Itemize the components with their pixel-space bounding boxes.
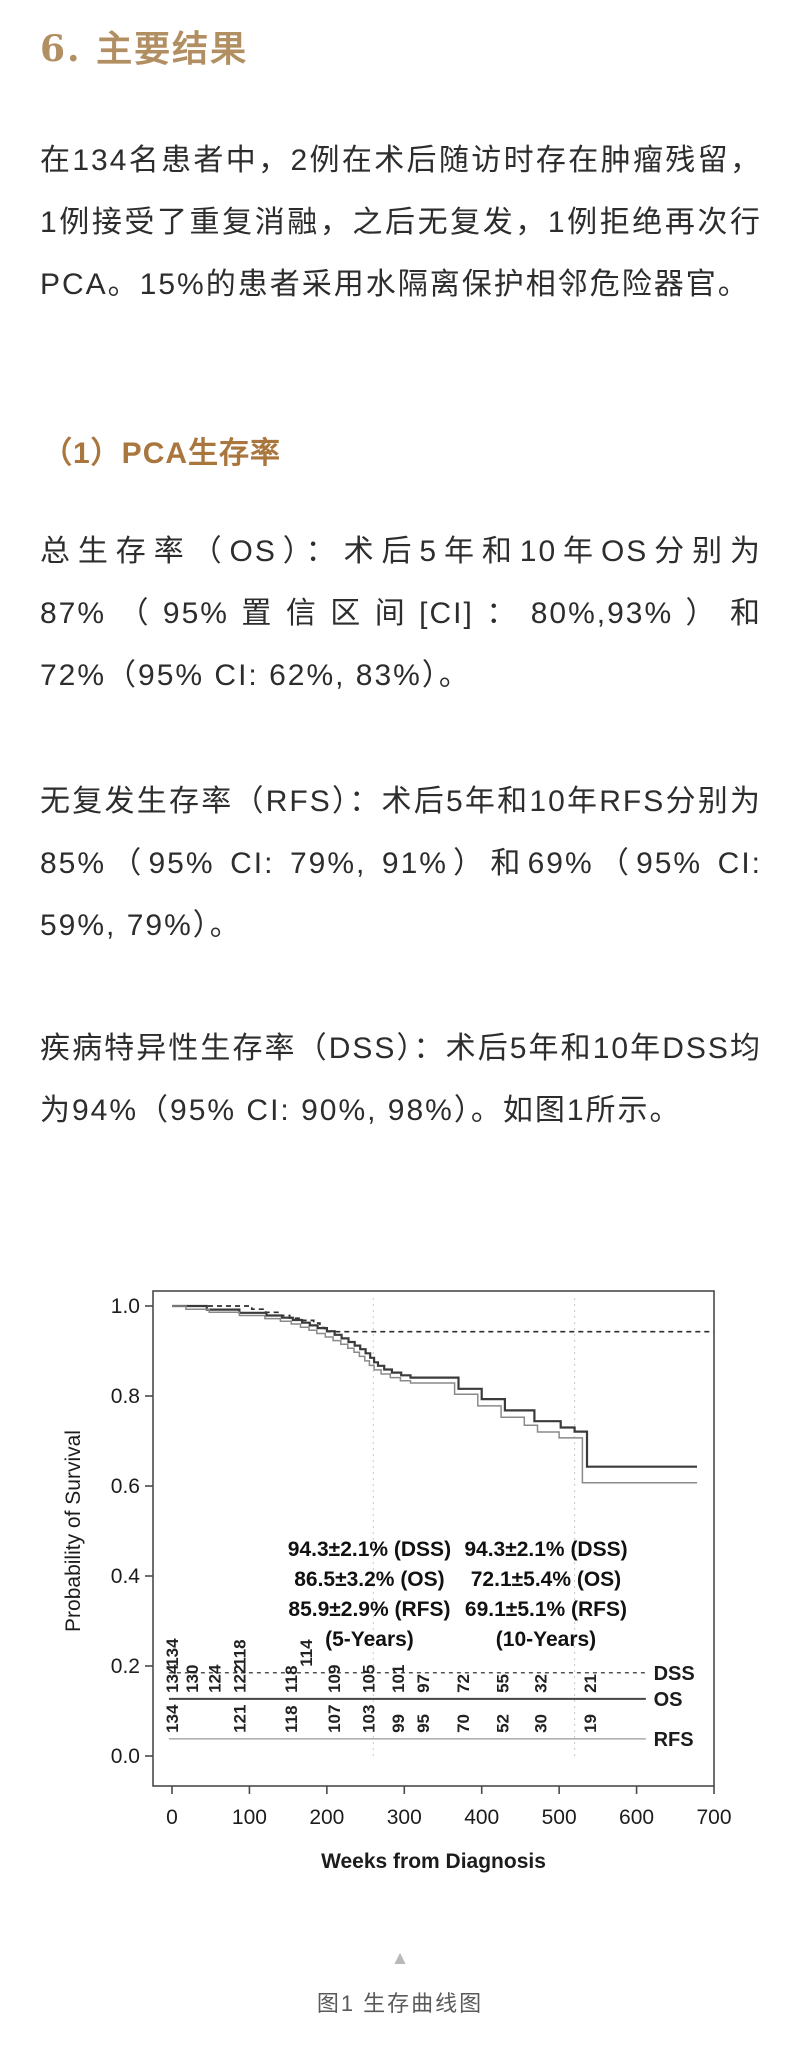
paragraph-disease-specific-survival: 疾病特异性生存率（DSS）：术后5年和10年DSS均为94%（95% CI: 9… bbox=[40, 1032, 762, 1127]
at-risk-count-dss: 114 bbox=[297, 1639, 316, 1667]
annotation-10y-line2: 72.1±5.4% (OS) bbox=[471, 1568, 621, 1591]
x-tick-label: 0 bbox=[166, 1806, 178, 1829]
at-risk-count-rfs: 121 bbox=[230, 1705, 249, 1733]
at-risk-count-rfs: 70 bbox=[454, 1714, 473, 1733]
at-risk-count-rfs: 52 bbox=[494, 1714, 513, 1733]
at-risk-count-os: 72 bbox=[454, 1674, 473, 1693]
at-risk-count-rfs: 95 bbox=[414, 1714, 433, 1733]
plot-frame bbox=[152, 1290, 715, 1787]
at-risk-count-os: 122 bbox=[230, 1665, 249, 1693]
at-risk-count-rfs: 134 bbox=[163, 1704, 182, 1733]
x-tick-label: 100 bbox=[232, 1806, 267, 1829]
y-tick-label: 0.8 bbox=[111, 1385, 140, 1408]
at-risk-count-os: 134 bbox=[163, 1664, 182, 1693]
y-tick-label: 0.4 bbox=[111, 1565, 141, 1588]
at-risk-count-os: 105 bbox=[360, 1665, 379, 1693]
annotation-5y-line1: 94.3±2.1% (DSS) bbox=[288, 1538, 451, 1561]
annotation-10y-line3: 69.1±5.1% (RFS) bbox=[465, 1598, 627, 1621]
y-axis-label: Probability of Survival bbox=[62, 1430, 85, 1632]
y-tick-label: 1.0 bbox=[111, 1295, 140, 1318]
at-risk-count-os: 21 bbox=[581, 1674, 600, 1693]
at-risk-count-os: 130 bbox=[183, 1665, 202, 1693]
annotation-10y-line4: (10-Years) bbox=[496, 1628, 596, 1651]
series-label-rfs: RFS bbox=[654, 1729, 694, 1751]
curve-dss bbox=[172, 1305, 714, 1333]
y-tick-label: 0.6 bbox=[111, 1475, 140, 1498]
at-risk-count-dss: 118 bbox=[230, 1639, 249, 1666]
paragraph-overall-survival: 总生存率（OS）：术后5年和10年OS分别为87%（95%置信区间[CI]：80… bbox=[40, 535, 762, 692]
x-tick-label: 200 bbox=[309, 1806, 344, 1829]
x-tick-label: 600 bbox=[619, 1806, 654, 1829]
x-tick-label: 700 bbox=[696, 1806, 731, 1829]
at-risk-count-rfs: 19 bbox=[581, 1714, 600, 1733]
at-risk-count-rfs: 107 bbox=[325, 1705, 344, 1733]
y-tick-label: 0.2 bbox=[111, 1655, 140, 1678]
x-tick-label: 400 bbox=[464, 1806, 499, 1829]
at-risk-count-rfs: 99 bbox=[389, 1714, 408, 1733]
series-label-dss: DSS bbox=[654, 1663, 695, 1685]
annotation-10y-line1: 94.3±2.1% (DSS) bbox=[464, 1538, 627, 1561]
curve-os bbox=[172, 1304, 697, 1468]
at-risk-count-os: 118 bbox=[282, 1665, 301, 1692]
at-risk-count-os: 32 bbox=[532, 1674, 551, 1693]
at-risk-count-os: 109 bbox=[325, 1665, 344, 1693]
paragraph-results-overview: 在134名患者中，2例在术后随访时存在肿瘤残留，1例接受了重复消融，之后无复发，… bbox=[40, 144, 762, 301]
at-risk-count-os: 124 bbox=[206, 1664, 225, 1693]
series-label-os: OS bbox=[654, 1689, 683, 1711]
at-risk-count-rfs: 30 bbox=[532, 1714, 551, 1733]
x-axis-label: Weeks from Diagnosis bbox=[321, 1850, 546, 1873]
y-tick-label: 0.0 bbox=[111, 1745, 140, 1768]
at-risk-count-rfs: 103 bbox=[360, 1705, 379, 1733]
annotation-5y-line4: (5-Years) bbox=[325, 1628, 414, 1651]
at-risk-count-rfs: 118 bbox=[282, 1705, 301, 1732]
at-risk-count-os: 55 bbox=[494, 1674, 513, 1693]
at-risk-count-dss: 134 bbox=[163, 1638, 182, 1667]
at-risk-count-os: 101 bbox=[389, 1665, 408, 1693]
annotation-5y-line2: 86.5±3.2% (OS) bbox=[294, 1568, 444, 1591]
at-risk-count-os: 97 bbox=[414, 1674, 433, 1693]
curve-rfs bbox=[172, 1305, 697, 1484]
triangle-up-icon: ▲ bbox=[390, 1948, 410, 1969]
x-tick-label: 500 bbox=[542, 1806, 577, 1829]
x-tick-label: 300 bbox=[387, 1806, 422, 1829]
annotation-5y-line3: 85.9±2.9% (RFS) bbox=[288, 1598, 450, 1621]
section-title: 6. 主要结果 bbox=[40, 28, 249, 70]
sub-heading-pca-survival: （1）PCA生存率 bbox=[42, 437, 282, 470]
paragraph-recurrence-free-survival: 无复发生存率（RFS）：术后5年和10年RFS分别为85%（95% CI: 79… bbox=[40, 785, 762, 942]
figure-caption: 图1 生存曲线图 bbox=[316, 1991, 484, 2016]
